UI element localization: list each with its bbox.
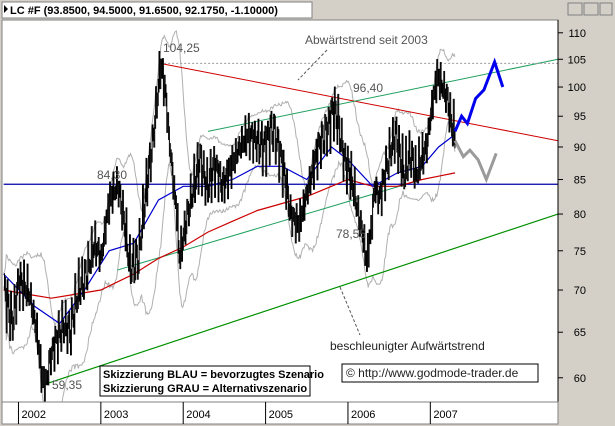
downtrend-label: Abwärtstrend seit 2003 xyxy=(305,33,428,47)
annotations: 104,25 Abwärtstrend seit 2003 84,30 96,4… xyxy=(52,33,539,397)
downtrend-pointer xyxy=(297,49,328,81)
uptrend-line xyxy=(45,213,559,385)
close-button[interactable] xyxy=(599,2,613,16)
x-axis: 2002 2003 2004 2005 2006 2007 xyxy=(1,401,559,425)
level-7855-label: 78,55 xyxy=(336,227,366,241)
minimize-button[interactable] xyxy=(567,2,583,16)
legend-frame xyxy=(99,365,311,397)
lower-band xyxy=(3,120,456,424)
y-tick-label: 110 xyxy=(568,28,586,40)
chart-title: LC #F (93.8500, 94.5000, 91.6500, 92.175… xyxy=(10,5,278,17)
trend-lines xyxy=(3,58,559,385)
y-tick-label: 75 xyxy=(574,246,586,258)
y-tick-label: 60 xyxy=(574,373,586,385)
scenario-gray-path xyxy=(453,140,498,184)
legend-gray-text: Skizzierung GRAU = Alternativszenario xyxy=(103,383,307,395)
low-label: 59,35 xyxy=(52,378,82,392)
legend-blue-text: Skizzierung BLAU = bevorzugtes Szenario xyxy=(103,369,324,381)
x-tick-label: 2002 xyxy=(21,409,45,421)
collapse-arrow-icon[interactable] xyxy=(4,5,8,13)
level-9640-label: 96,40 xyxy=(353,81,383,95)
title-box xyxy=(1,1,313,19)
copyright-frame xyxy=(341,363,539,383)
channel-lower-line xyxy=(117,179,423,271)
y-tick-label: 90 xyxy=(574,142,586,154)
y-tick-label: 85 xyxy=(574,175,586,187)
x-tick-label: 2004 xyxy=(186,409,210,421)
downtrend-line xyxy=(160,62,559,142)
x-tick-label: 2003 xyxy=(104,409,128,421)
maximize-button[interactable] xyxy=(583,2,599,16)
ma-short-line xyxy=(3,134,456,325)
copyright-text[interactable]: © http://www.godmode-trader.de xyxy=(346,366,519,380)
y-tick-label: 80 xyxy=(574,209,586,221)
x-axis-strip xyxy=(1,401,559,425)
x-tick-label: 2007 xyxy=(433,409,457,421)
uptrend-label: beschleunigter Aufwärtstrend xyxy=(330,339,485,353)
copyright-box: © http://www.godmode-trader.de xyxy=(341,363,539,383)
scenario-blue-path xyxy=(453,57,505,132)
peak-label: 104,25 xyxy=(163,41,200,55)
title-bar: LC #F (93.8500, 94.5000, 91.6500, 92.175… xyxy=(1,1,613,19)
y-tick-label: 65 xyxy=(574,327,586,339)
y-axis: 60 65 70 75 80 85 90 95 100 105 110 xyxy=(557,20,586,402)
price-series xyxy=(4,51,456,403)
y-tick-label: 70 xyxy=(574,285,586,297)
y-tick-label: 100 xyxy=(568,82,586,94)
scenario-sketches xyxy=(453,57,505,184)
x-tick-label: 2005 xyxy=(269,409,293,421)
x-tick-label: 2006 xyxy=(351,409,375,421)
plot-area xyxy=(1,19,559,403)
uptrend-pointer xyxy=(339,286,361,336)
channel-upper-line xyxy=(207,58,559,132)
level-8430-label: 84,30 xyxy=(97,168,127,182)
legend-box: Skizzierung BLAU = bevorzugtes Szenario … xyxy=(99,365,324,397)
y-tick-label: 95 xyxy=(574,111,586,123)
y-tick-label: 105 xyxy=(568,54,586,66)
